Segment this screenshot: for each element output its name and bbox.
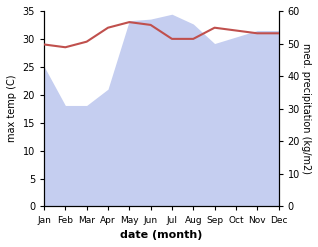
Y-axis label: max temp (C): max temp (C): [7, 75, 17, 143]
X-axis label: date (month): date (month): [120, 230, 203, 240]
Y-axis label: med. precipitation (kg/m2): med. precipitation (kg/m2): [301, 43, 311, 174]
